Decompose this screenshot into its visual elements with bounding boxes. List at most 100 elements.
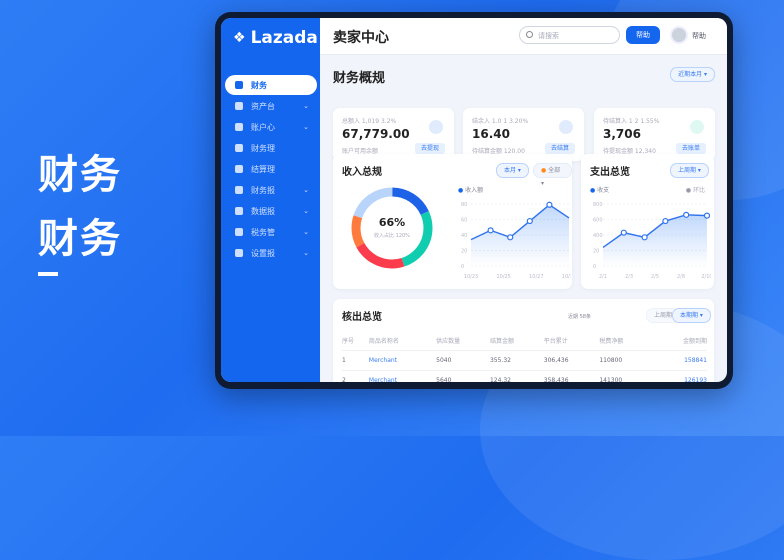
table-cell: 5040 bbox=[436, 350, 490, 371]
expense-card: 支出总览 上周期 ▾ ● 收支 ● 环比 0 20 400 600 800 2/1 2/3 2… bbox=[581, 154, 714, 289]
help-button[interactable]: 帮助 bbox=[626, 26, 660, 44]
table-row[interactable]: 1 Merchant 5040 355.32 306,436 110800 158841 bbox=[342, 350, 707, 371]
sidebar-item-7[interactable]: 税务管 ⌄ bbox=[225, 222, 317, 242]
donut-center-value: 66% bbox=[378, 216, 406, 229]
shop-icon bbox=[235, 102, 243, 110]
kpi-label: 结余入 1.0 1 3.20% bbox=[472, 118, 529, 125]
chevron-down-icon: ⌄ bbox=[303, 102, 309, 110]
sidebar-item-6[interactable]: 数据报 ⌄ bbox=[225, 201, 317, 221]
period-dropdown[interactable]: 本期期 ▾ bbox=[672, 308, 711, 323]
chevron-down-icon: ⌄ bbox=[303, 207, 309, 215]
income-title: 收入总规 bbox=[342, 167, 382, 178]
avatar[interactable] bbox=[670, 26, 688, 44]
doc-icon bbox=[235, 228, 243, 236]
user-name[interactable]: 帮助 bbox=[692, 32, 706, 40]
table-cell[interactable]: Merchant bbox=[368, 350, 437, 371]
expense-period-dropdown[interactable]: 上周期 ▾ bbox=[670, 163, 709, 178]
table-row[interactable]: 2 Merchant 5640 124.32 358,436 141300 126193 bbox=[342, 370, 707, 382]
sidebar-item-2[interactable]: 账户心 ⌄ bbox=[225, 117, 317, 137]
sidebar-item-4[interactable]: 结算理 bbox=[225, 159, 317, 179]
series-line bbox=[602, 214, 708, 248]
donut-slice bbox=[351, 187, 433, 269]
column-header[interactable]: 序号 bbox=[342, 332, 369, 351]
search-icon bbox=[526, 31, 533, 38]
y-tick: 400 bbox=[593, 233, 603, 239]
table-cell: 306,436 bbox=[543, 350, 600, 371]
income-line-chart: 0 20 40 60 80 10/23 10/25 10/27 10/30 bbox=[461, 201, 571, 280]
sidebar-item-label: 资产台 bbox=[251, 101, 275, 111]
kpi-icon bbox=[559, 120, 573, 134]
kpi-sub: 待提现金额 12,340 bbox=[603, 148, 656, 155]
chevron-down-icon: ⌄ bbox=[303, 228, 309, 236]
settlement-table: 序号 商品名称名 供应数量 结算金额 平台累计 税费净额 金额到期 1 Merchant 5040… bbox=[342, 332, 707, 382]
sidebar-item-label: 财务 bbox=[251, 80, 267, 90]
kpi-label: 待结算入 1 2 1.55% bbox=[603, 118, 660, 125]
table-cell: 124.32 bbox=[489, 370, 544, 382]
sidebar: ❖ Lazada 财务 资产台 ⌄ 账户心 ⌄ 财务理 结算理 财务报 ⌄ 数据报 ⌄ 税务管 ⌄ 设置报 ⌄ bbox=[221, 18, 320, 382]
column-header[interactable]: 供应数量 bbox=[436, 332, 490, 351]
table-cell[interactable]: Merchant bbox=[368, 370, 437, 382]
data-point bbox=[526, 217, 533, 225]
income-period-dropdown[interactable]: 本月 ▾ bbox=[496, 163, 529, 178]
data-point bbox=[507, 234, 514, 241]
prev-period-button[interactable]: 上周期 bbox=[646, 308, 681, 323]
data-point bbox=[487, 227, 494, 234]
search-placeholder: 请搜索 bbox=[538, 32, 559, 40]
range-dropdown[interactable]: 近期本月 ▾ bbox=[670, 67, 715, 82]
series-line bbox=[470, 203, 570, 241]
hero-title-1: 财务 bbox=[38, 152, 122, 198]
sidebar-item-label: 设置报 bbox=[251, 248, 275, 258]
table-cell[interactable]: 158841 bbox=[653, 350, 707, 371]
sidebar-item-label: 数据报 bbox=[251, 206, 275, 216]
kpi-value: 67,779.00 bbox=[342, 127, 410, 141]
column-header[interactable]: 商品名称名 bbox=[368, 332, 437, 351]
data-point bbox=[546, 201, 553, 208]
donut-slice bbox=[351, 187, 433, 269]
kpi-button[interactable]: 去结算 bbox=[544, 143, 575, 154]
sidebar-item-1[interactable]: 资产台 ⌄ bbox=[225, 96, 317, 116]
x-tick: 2/3 bbox=[625, 274, 633, 280]
search-input[interactable]: 请搜索 bbox=[519, 26, 620, 44]
table-cell[interactable]: 126193 bbox=[653, 370, 707, 382]
column-header[interactable]: 平台累计 bbox=[543, 332, 600, 351]
app-title: 卖家中心 bbox=[333, 30, 389, 46]
sidebar-item-8[interactable]: 设置报 ⌄ bbox=[225, 243, 317, 263]
income-donut-chart bbox=[351, 187, 433, 269]
income-legend: ● 收入额 bbox=[458, 187, 484, 194]
data-point bbox=[620, 229, 627, 236]
x-tick: 10/23 bbox=[464, 274, 478, 280]
y-tick: 20 bbox=[593, 249, 599, 255]
wallet-icon bbox=[235, 123, 243, 131]
home-icon bbox=[235, 81, 243, 89]
sidebar-item-3[interactable]: 财务理 bbox=[225, 138, 317, 158]
kpi-icon bbox=[429, 120, 443, 134]
table-cell: 355.32 bbox=[489, 350, 544, 371]
kpi-label: 总额入 1,019 3.2% bbox=[342, 118, 397, 125]
kpi-value: 3,706 bbox=[603, 127, 641, 141]
sidebar-item-0[interactable]: 财务 bbox=[225, 75, 317, 95]
kpi-button[interactable]: 去账单 bbox=[675, 143, 706, 154]
column-header[interactable]: 税费净额 bbox=[599, 332, 654, 351]
column-header[interactable]: 金额到期 bbox=[653, 332, 707, 351]
column-header[interactable]: 结算金额 bbox=[489, 332, 544, 351]
kpi-card: 待结算入 1 2 1.55% 3,706 待提现金额 12,340 去账单 bbox=[594, 108, 715, 161]
header: 卖家中心 请搜索 帮助 帮助 bbox=[320, 18, 727, 55]
x-tick: 10/30 bbox=[562, 274, 571, 280]
x-tick: 10/25 bbox=[496, 274, 510, 280]
app-screen: ❖ Lazada 财务 资产台 ⌄ 账户心 ⌄ 财务理 结算理 财务报 ⌄ 数据报 ⌄ 税务管 ⌄ 设置报 ⌄… bbox=[221, 18, 727, 382]
income-type-dropdown[interactable]: ● 全部 ▾ bbox=[533, 163, 572, 187]
gear-icon bbox=[235, 249, 243, 257]
hero-title-2: 财务 bbox=[38, 216, 122, 262]
chart-icon bbox=[235, 207, 243, 215]
sidebar-item-5[interactable]: 财务报 ⌄ bbox=[225, 180, 317, 200]
x-tick: 10/27 bbox=[529, 274, 543, 280]
kpi-button[interactable]: 去提现 bbox=[414, 143, 445, 154]
expense-legend-2: ● 环比 bbox=[685, 187, 705, 194]
kpi-icon bbox=[690, 120, 704, 134]
kpi-sub: 待结算金额 120.00 bbox=[472, 148, 525, 155]
expense-legend-1: ● 收支 bbox=[590, 187, 610, 194]
main-content: 财务概规 近期本月 ▾ 总额入 1,019 3.2% 67,779.00 账户可用余… bbox=[320, 55, 727, 382]
sidebar-item-label: 税务管 bbox=[251, 227, 275, 237]
sidebar-item-label: 财务报 bbox=[251, 185, 275, 195]
table-cell: 110800 bbox=[599, 350, 654, 371]
